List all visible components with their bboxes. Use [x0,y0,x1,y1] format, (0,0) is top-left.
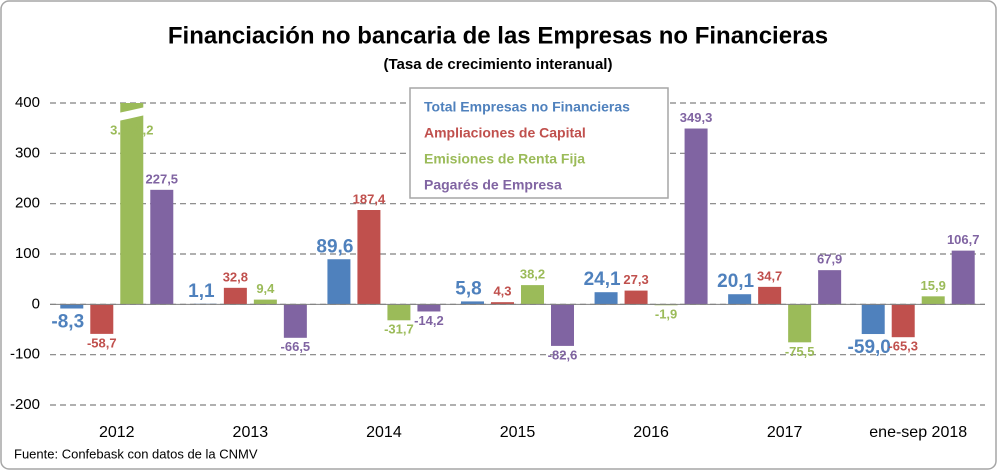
bar [327,259,351,305]
x-tick-label: 2013 [233,424,269,441]
y-tick-label: -200 [10,396,40,413]
data-label: -59,0 [848,337,891,358]
bar [90,304,114,334]
data-label: 1,1 [188,281,215,302]
bar [150,189,174,305]
data-label: 32,8 [223,269,248,284]
data-label: 89,6 [316,236,353,257]
data-label: 20,1 [717,271,754,292]
x-tick-label: 2017 [767,424,803,441]
data-label: 27,3 [623,272,648,287]
bar [223,287,247,305]
data-label: 5,8 [455,278,481,299]
x-tick-label: 2014 [366,424,402,441]
axis-break [118,107,146,121]
data-label: 227,5 [146,171,179,186]
data-label: -58,7 [87,335,117,350]
data-label: 3.420,2 [110,122,153,137]
data-label: -66,5 [281,339,311,354]
x-tick-label: 2016 [633,424,669,441]
data-label: -8,3 [51,312,84,333]
bar [861,304,885,335]
data-label: -65,3 [888,339,918,354]
bar [120,103,144,305]
data-label: 15,9 [921,278,946,293]
legend-label: Pagarés de Empresa [424,177,562,193]
data-label: 106,7 [947,232,980,247]
legend-label: Emisiones de Renta Fija [424,151,585,167]
bar [758,286,782,305]
data-label: 34,7 [757,268,782,283]
data-label: 187,4 [353,191,386,206]
x-tick-label: ene-sep 2018 [869,424,967,441]
bar [283,304,307,338]
bar [60,304,84,309]
legend-box [409,87,669,199]
y-tick-label: 300 [15,144,40,161]
y-tick-label: -100 [10,346,40,363]
bar [461,301,484,305]
y-tick-label: 400 [15,94,40,111]
data-label: -14,2 [414,313,444,328]
y-tick-label: 200 [15,195,40,212]
x-tick-label: 2012 [99,424,135,441]
data-label: 4,3 [493,284,511,299]
data-label: 67,9 [817,252,842,267]
bar [417,304,441,312]
bar [594,292,618,305]
bar [253,299,277,305]
bar [387,304,411,321]
bar [891,304,915,338]
data-label: 349,3 [680,110,713,125]
source-note: Fuente: Confebask con datos de la CNMV [14,446,258,461]
legend-label: Ampliaciones de Capital [424,125,586,141]
data-label: 38,2 [520,267,545,282]
bar [921,296,945,305]
bar [491,302,514,305]
data-label: -82,6 [548,347,578,362]
bar [551,304,574,346]
bar [684,128,708,305]
x-tick-label: 2015 [500,424,536,441]
data-label: 24,1 [584,269,621,290]
bar [521,285,544,305]
bar [357,210,381,305]
data-label: 9,4 [256,281,275,296]
y-tick-label: 100 [15,245,40,262]
y-tick-label: 0 [32,295,40,312]
bar [788,304,812,343]
bar [818,270,842,305]
chart-subtitle: (Tasa de crecimiento interanual) [384,56,613,73]
chart-title: Financiación no bancaria de las Empresas… [168,22,828,49]
data-label: -1,9 [655,307,677,322]
bar [624,290,648,305]
bar [728,294,752,305]
data-label: -75,5 [785,344,815,359]
data-label: -31,7 [384,322,414,337]
bar [951,250,975,305]
legend-label: Total Empresas no Financieras [424,99,630,115]
